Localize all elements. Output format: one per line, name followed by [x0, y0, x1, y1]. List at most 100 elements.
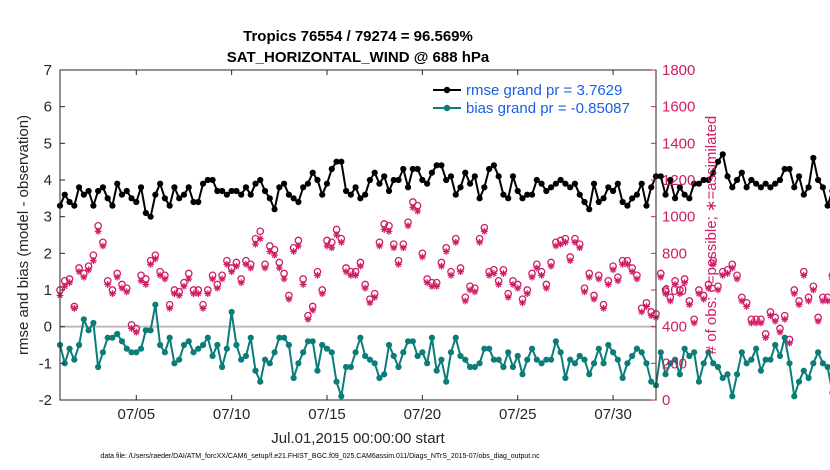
obs-assimilated-point	[581, 288, 588, 296]
bias-point	[266, 360, 273, 367]
obs-assimilated-point	[333, 231, 340, 239]
rmse-point	[285, 191, 292, 198]
rmse-point	[85, 187, 92, 195]
obs-assimilated-point	[614, 277, 622, 285]
bias-point	[710, 360, 717, 367]
plot-frame	[59, 69, 657, 401]
bias-point	[805, 374, 812, 382]
bias-point	[366, 356, 374, 363]
obs-assimilated-point	[75, 268, 83, 276]
obs-assimilated-point	[562, 238, 569, 246]
rmse-point	[676, 184, 683, 191]
bias-point	[452, 334, 459, 341]
rmse-point	[233, 187, 240, 195]
bias-point	[800, 367, 807, 374]
bias-point	[118, 338, 126, 345]
bias-point	[314, 367, 321, 374]
obs-assimilated-point	[85, 266, 93, 274]
bias-point	[261, 356, 269, 363]
bias-point	[505, 349, 512, 356]
rmse-point	[691, 180, 698, 187]
bias-point	[609, 349, 617, 356]
rmse-point	[443, 176, 450, 184]
rmse-point	[433, 162, 440, 169]
rmse-point	[648, 184, 655, 191]
rmse-point	[328, 165, 335, 173]
obs-assimilated-point	[685, 301, 693, 309]
bias-point	[495, 356, 502, 363]
obs-assimilated-point	[666, 297, 674, 305]
rmse-point	[681, 191, 688, 198]
obs-assimilated-point	[156, 271, 164, 279]
bias-point	[767, 356, 774, 363]
y-axis-right-label: # of obs: o=possible; ∗=assimilated	[703, 116, 720, 355]
bias-point	[290, 374, 297, 382]
rmse-point	[180, 191, 188, 198]
obs-assimilated-point	[376, 242, 383, 250]
obs-assimilated-point	[285, 295, 293, 303]
rmse-point	[753, 180, 760, 187]
bias-point	[552, 338, 559, 345]
rmse-point	[724, 173, 731, 180]
obs-assimilated-point	[275, 264, 283, 272]
bias-point	[662, 371, 669, 378]
bias-point	[781, 334, 788, 341]
rmse-point	[605, 184, 612, 191]
bias-point	[595, 345, 602, 352]
obs-assimilated-series	[56, 204, 830, 347]
bias-point	[199, 341, 207, 349]
bias-point	[762, 356, 769, 363]
obs-assimilated-point	[204, 290, 212, 298]
rmse-point	[309, 169, 316, 176]
rmse-point	[204, 176, 211, 184]
rmse-point	[714, 158, 722, 165]
bias-point	[729, 393, 736, 400]
bias-point	[714, 363, 722, 371]
rmse-point	[772, 180, 779, 187]
rmse-point	[738, 169, 745, 176]
rmse-point	[486, 165, 493, 173]
y-right-tick-label: 1200	[662, 172, 695, 189]
obs-assimilated-point	[800, 271, 808, 279]
obs-assimilated-point	[509, 281, 517, 288]
obs-assimilated-point	[752, 319, 760, 327]
rmse-point	[548, 184, 555, 191]
rmse-point	[342, 187, 350, 195]
obs-assimilated-point	[185, 275, 193, 283]
obs-assimilated-point	[790, 290, 798, 298]
y-left-tick-label: 7	[44, 62, 52, 79]
bias-point	[376, 374, 383, 382]
bias-point	[614, 356, 621, 363]
obs-assimilated-point	[271, 251, 278, 259]
bias-point	[590, 360, 598, 367]
rmse-point	[223, 191, 230, 198]
obs-assimilated-point	[795, 301, 803, 309]
bias-point	[815, 349, 822, 356]
rmse-point	[447, 173, 455, 180]
bias-point	[400, 349, 407, 356]
bias-point	[557, 349, 564, 356]
bias-point	[514, 352, 521, 360]
bias-point	[214, 341, 221, 349]
rmse-point	[567, 184, 574, 191]
obs-assimilated-point	[657, 273, 665, 281]
rmse-point	[757, 184, 764, 191]
obs-assimilated-point	[705, 284, 712, 292]
x-tick-label: 07/15	[308, 406, 346, 423]
obs-assimilated-point	[757, 319, 765, 327]
rmse-point	[338, 158, 345, 165]
rmse-point	[538, 180, 545, 187]
y-axis-right: 0 200 400 600 800 1000 1200 1400 1600 1800	[651, 62, 695, 409]
rmse-point	[161, 195, 168, 202]
bias-point	[481, 345, 488, 352]
bias-point	[576, 352, 583, 360]
bias-point	[280, 334, 288, 341]
obs-assimilated-point	[409, 204, 417, 211]
obs-assimilated-point	[480, 227, 488, 235]
y-left-tick-label: 2	[44, 245, 52, 262]
bias-point	[466, 363, 474, 371]
obs-assimilated-point	[814, 317, 822, 325]
obs-assimilated-point	[643, 303, 650, 310]
obs-assimilated-point	[290, 248, 298, 255]
